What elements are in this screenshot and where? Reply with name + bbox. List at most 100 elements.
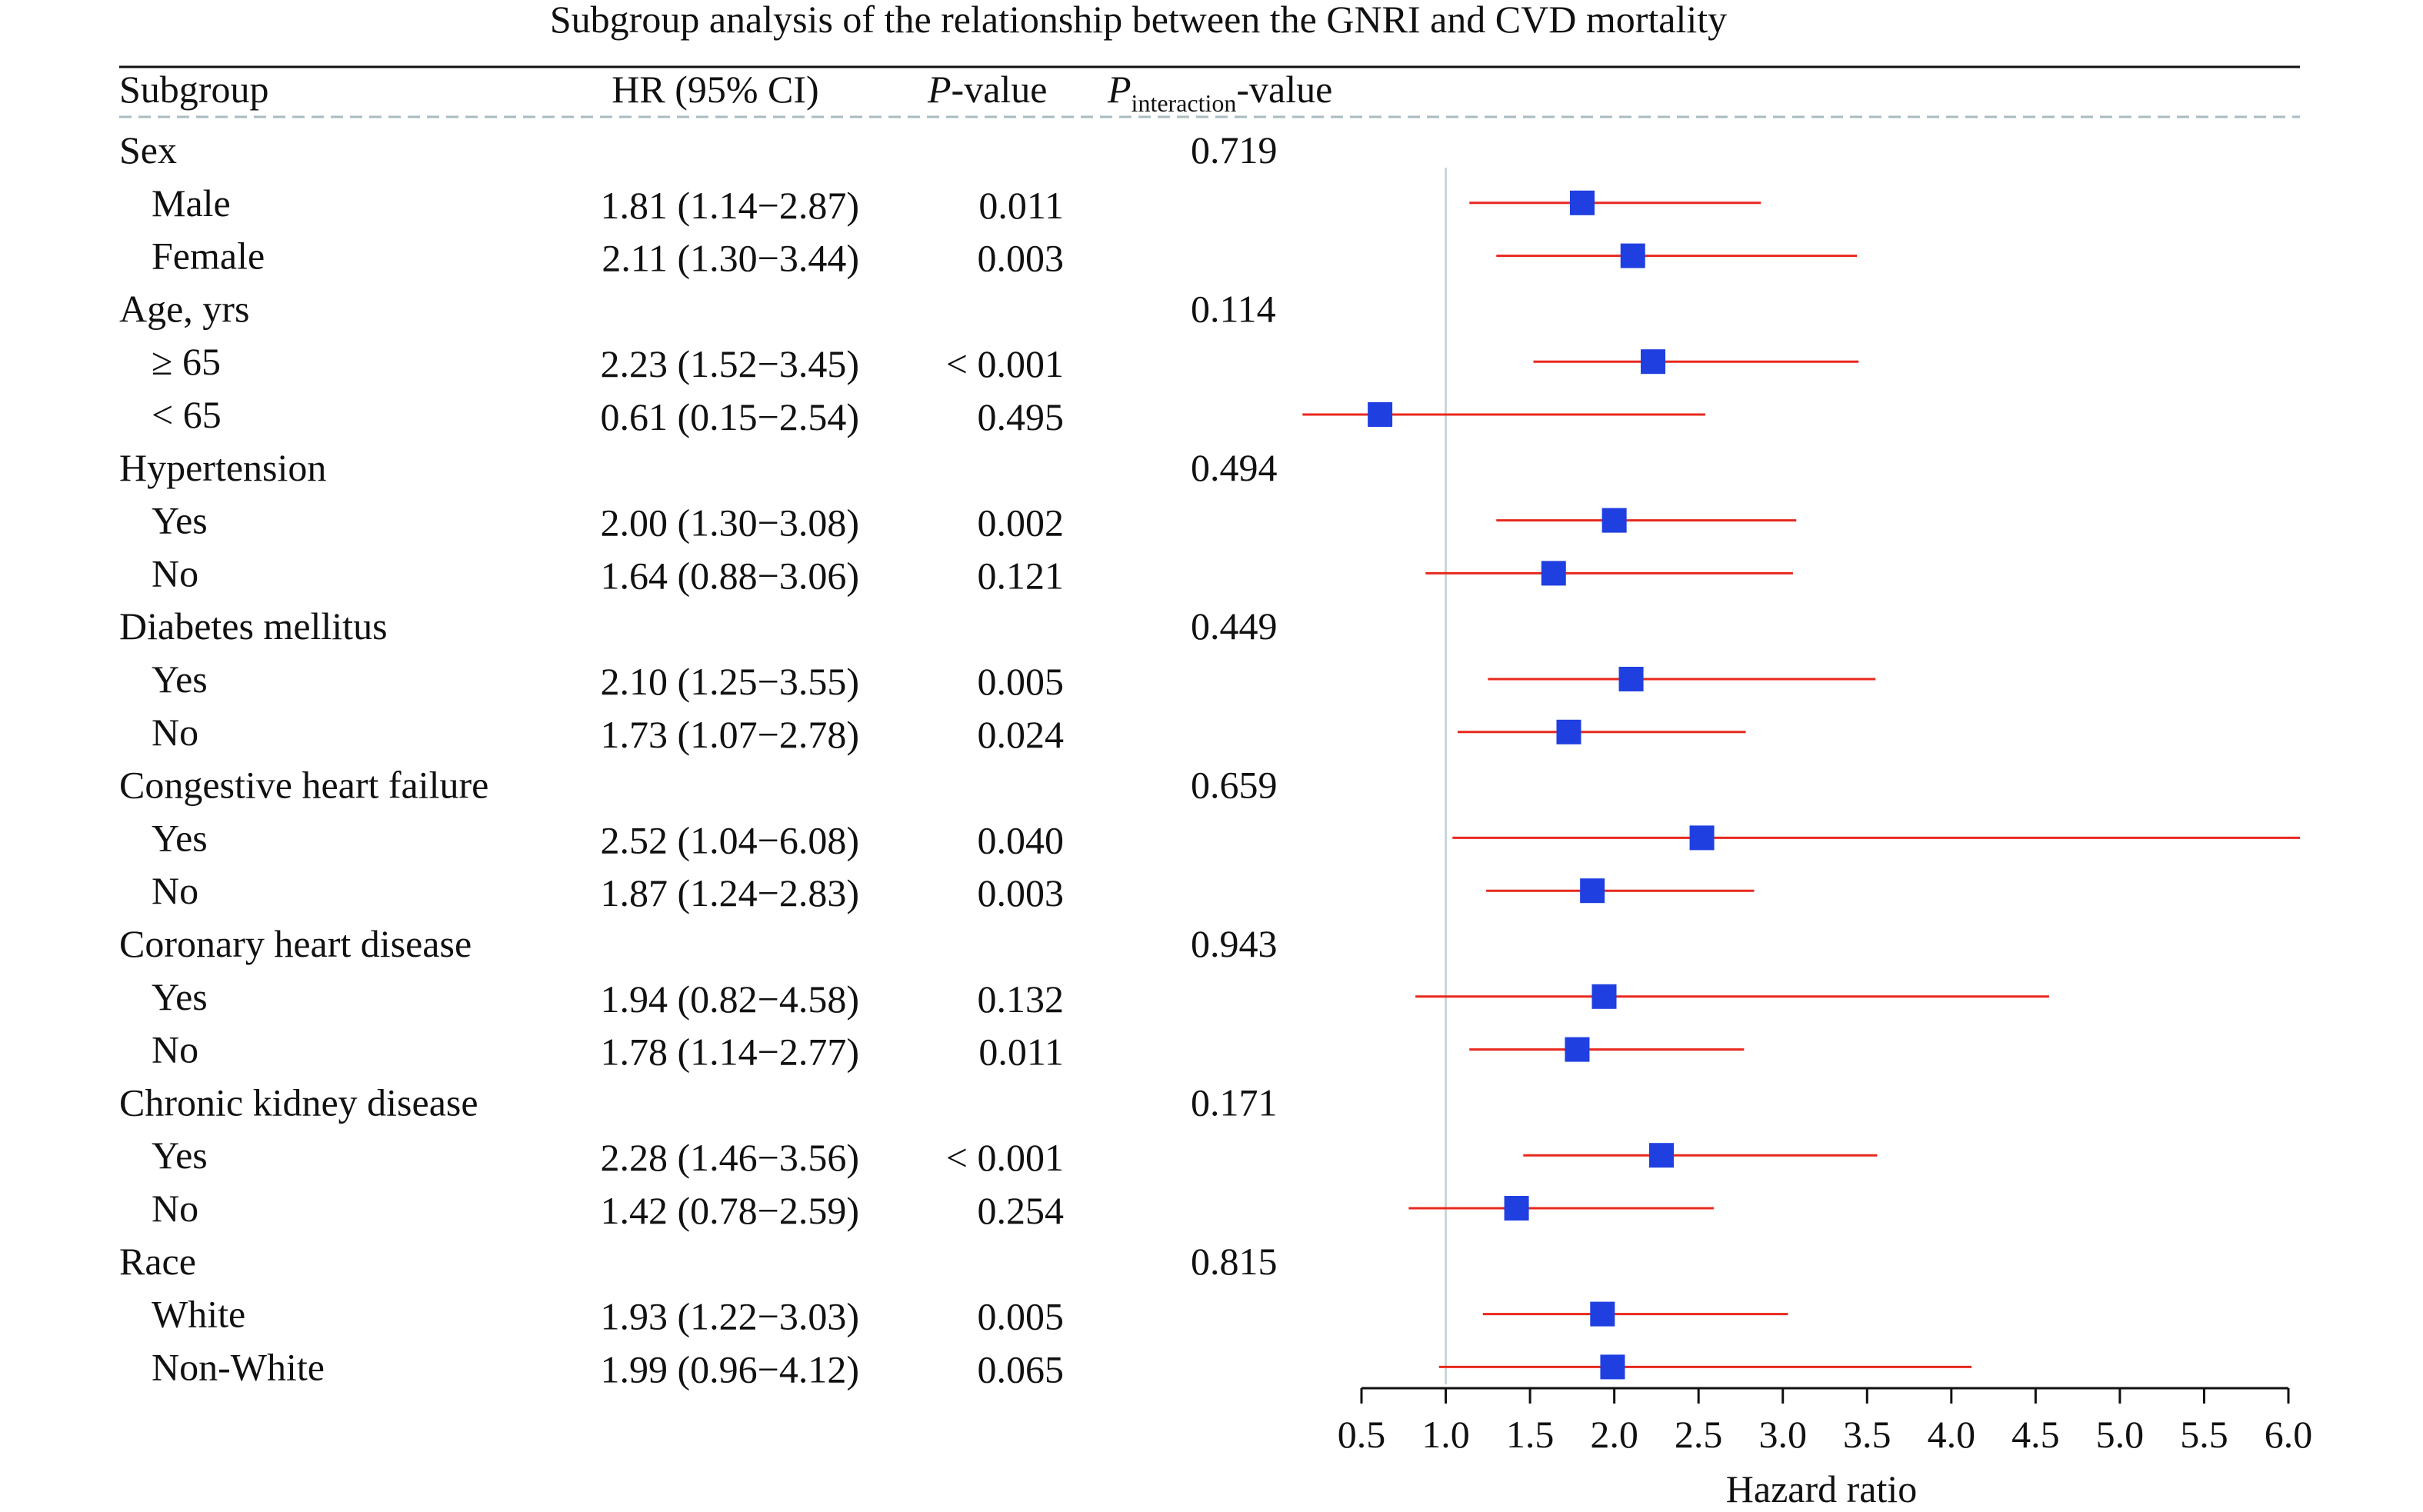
column-header-p-interaction: Pinteraction-value — [1107, 68, 1332, 117]
subgroup-level-label: Non-White — [152, 1345, 325, 1388]
hr-ci-text: 1.93 (1.22−3.03) — [601, 1295, 860, 1338]
subgroup-header: Hypertension — [119, 446, 326, 489]
table-rows: Sex 0.719 Male 1.81 (1.14−2.87) 0.011 Female 2… — [119, 128, 1278, 1390]
p-interaction-value: 0.943 — [1191, 922, 1278, 965]
p-value-text: 0.011 — [978, 1031, 1064, 1074]
p-value-text: 0.002 — [978, 501, 1065, 545]
subgroup-level-label: Yes — [152, 1134, 208, 1177]
p-interaction-value: 0.659 — [1191, 764, 1278, 807]
p-interaction-value: 0.815 — [1191, 1240, 1278, 1283]
hr-ci-text: 2.52 (1.04−6.08) — [601, 818, 860, 861]
hr-marker — [1565, 1037, 1590, 1062]
hr-marker — [1641, 349, 1666, 375]
hr-marker — [1570, 190, 1595, 215]
hr-marker — [1601, 508, 1627, 533]
hr-ci-text: 1.87 (1.24−2.83) — [601, 871, 860, 914]
x-tick-label: 5.5 — [2180, 1413, 2228, 1456]
hr-ci-text: 1.64 (0.88−3.06) — [601, 554, 860, 597]
p-interaction-value: 0.171 — [1191, 1081, 1278, 1124]
plot-area — [1302, 190, 2300, 1380]
p-interaction-value: 0.719 — [1191, 128, 1278, 172]
hr-ci-text: 1.81 (1.14−2.87) — [601, 184, 860, 227]
subgroup-header: Coronary heart disease — [119, 922, 472, 965]
subgroup-level-label: Yes — [152, 975, 208, 1018]
p-value-text: 0.003 — [978, 237, 1065, 280]
column-header-subgroup: Subgroup — [119, 68, 268, 111]
hr-ci-text: 1.94 (0.82−4.58) — [601, 977, 860, 1021]
subgroup-header: Chronic kidney disease — [119, 1081, 478, 1124]
x-tick-label: 1.5 — [1506, 1413, 1555, 1456]
p-value-text: 0.040 — [978, 818, 1065, 861]
p-value-text: 0.003 — [978, 871, 1065, 914]
subgroup-header: Diabetes mellitus — [119, 604, 388, 648]
hr-marker — [1541, 561, 1566, 586]
x-tick-label: 0.5 — [1338, 1413, 1386, 1456]
p-value-text: 0.121 — [978, 554, 1065, 597]
x-tick-label: 6.0 — [2265, 1413, 2313, 1456]
hr-ci-text: 1.78 (1.14−2.77) — [601, 1031, 860, 1074]
subgroup-level-label: ≥ 65 — [152, 340, 221, 383]
x-tick-label: 4.5 — [2011, 1413, 2060, 1456]
p-value-text: < 0.001 — [946, 342, 1064, 385]
hr-ci-text: 1.42 (0.78−2.59) — [601, 1189, 860, 1232]
hr-marker — [1556, 719, 1581, 744]
p-value-text: 0.011 — [978, 184, 1064, 227]
hr-marker — [1689, 825, 1715, 851]
subgroup-level-label: Yes — [152, 499, 208, 542]
subgroup-level-label: No — [152, 1187, 198, 1230]
x-axis-label: Hazard ratio — [1726, 1467, 1917, 1510]
subgroup-level-label: Male — [152, 182, 231, 225]
column-header-hr: HR (95% CI) — [612, 68, 818, 111]
hr-marker — [1618, 667, 1644, 691]
subgroup-level-label: Yes — [152, 816, 208, 859]
p-value-text: 0.024 — [978, 713, 1065, 756]
p-value-text: 0.065 — [978, 1347, 1065, 1390]
subgroup-level-label: White — [152, 1293, 245, 1336]
p-value-text: < 0.001 — [946, 1136, 1064, 1179]
p-value-text: 0.005 — [978, 1295, 1065, 1338]
p-value-text: 0.254 — [978, 1189, 1065, 1232]
subgroup-header: Congestive heart failure — [119, 764, 488, 807]
x-tick-label: 3.5 — [1843, 1413, 1891, 1456]
hr-ci-text: 1.73 (1.07−2.78) — [601, 713, 860, 756]
hr-ci-text: 2.23 (1.52−3.45) — [601, 342, 860, 385]
subgroup-level-label: Female — [152, 235, 265, 278]
hr-marker — [1620, 243, 1645, 268]
hr-ci-text: 2.28 (1.46−3.56) — [601, 1136, 860, 1179]
x-tick-label: 4.0 — [1928, 1413, 1976, 1456]
hr-marker — [1580, 878, 1605, 904]
hr-ci-text: 2.00 (1.30−3.08) — [601, 501, 860, 545]
p-value-text: 0.495 — [978, 395, 1065, 438]
x-tick-label: 2.0 — [1590, 1413, 1638, 1456]
hr-marker — [1368, 402, 1393, 427]
subgroup-level-label: < 65 — [152, 393, 222, 436]
hr-marker — [1600, 1354, 1625, 1380]
p-interaction-value: 0.449 — [1191, 604, 1278, 648]
x-tick-label: 2.5 — [1675, 1413, 1723, 1456]
hr-ci-text: 2.10 (1.25−3.55) — [601, 660, 860, 703]
p-value-text: 0.132 — [978, 977, 1065, 1021]
chart-title: Subgroup analysis of the relationship be… — [550, 0, 1727, 41]
x-tick-label: 1.0 — [1421, 1413, 1470, 1456]
subgroup-level-label: No — [152, 1028, 198, 1071]
hr-marker — [1504, 1196, 1529, 1221]
hr-ci-text: 1.99 (0.96−4.12) — [601, 1347, 860, 1390]
subgroup-level-label: No — [152, 869, 198, 912]
x-tick-label: 5.0 — [2096, 1413, 2145, 1456]
subgroup-level-label: No — [152, 551, 198, 594]
hr-ci-text: 2.11 (1.30−3.44) — [602, 237, 859, 280]
hr-ci-text: 0.61 (0.15−2.54) — [601, 395, 860, 438]
subgroup-header: Sex — [119, 128, 177, 172]
x-axis-ticks: 0.5 1.0 1.5 2.0 2.5 3.0 3.5 4.0 4.5 5.0 5.5 6.0 — [1338, 1388, 2313, 1456]
subgroup-level-label: No — [152, 711, 198, 754]
p-interaction-value: 0.494 — [1191, 446, 1278, 489]
subgroup-level-label: Yes — [152, 658, 208, 701]
p-interaction-value: 0.114 — [1191, 287, 1276, 330]
p-value-text: 0.005 — [978, 660, 1065, 703]
hr-marker — [1590, 1301, 1615, 1327]
hr-marker — [1648, 1143, 1674, 1168]
hr-marker — [1591, 984, 1617, 1009]
subgroup-header: Race — [119, 1240, 196, 1283]
column-header-p-value: P-value — [927, 68, 1047, 111]
